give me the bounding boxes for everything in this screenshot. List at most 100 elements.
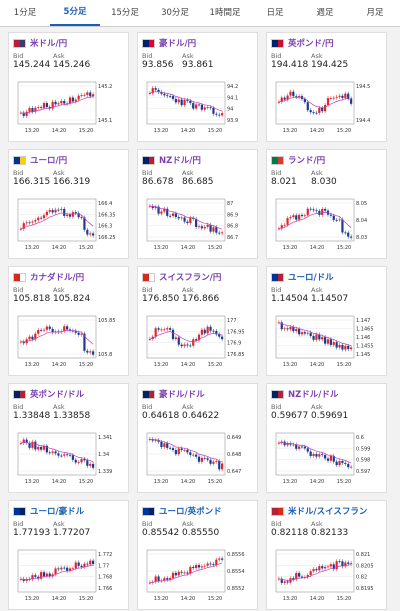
- mini-candle-chart[interactable]: 145.2 145.1 13:20 14:20 15:20: [12, 78, 127, 140]
- candle-body: [60, 567, 63, 570]
- candle-body: [151, 206, 154, 209]
- mini-candle-chart[interactable]: 1.341 1.34 1.339 13:20 14:20 15:20: [12, 429, 127, 491]
- candle-body: [215, 227, 218, 233]
- y-tick-label: 8.03: [356, 235, 367, 241]
- mini-candle-chart[interactable]: 194.5 194.4 13:20 14:20 15:20: [270, 78, 385, 140]
- mini-candle-chart[interactable]: 0.821 0.8205 0.82 0.8195 13:20 14:20 15:20: [270, 546, 385, 608]
- candle-body: [200, 226, 203, 229]
- y-tick-label: 1.341: [98, 435, 112, 441]
- y-tick-label: 1.34: [98, 452, 109, 458]
- rate-card[interactable]: ユーロ/円 Bid Ask 166.315 166.319 166.4 166.3…: [8, 149, 129, 259]
- y-tick-label: 1.766: [98, 586, 112, 592]
- pair-name-link[interactable]: 米ドル/円: [30, 39, 68, 49]
- tab-7[interactable]: 月足: [366, 8, 384, 18]
- pair-name-link[interactable]: カナダドル/円: [30, 273, 85, 283]
- pair-name-link[interactable]: NZドル/円: [159, 156, 201, 166]
- pair-name-link[interactable]: 英ポンド/円: [288, 39, 334, 49]
- rate-card[interactable]: カナダドル/円 Bid Ask 105.818 105.824 105.85 10…: [8, 266, 129, 376]
- y-tick-label: 86.8: [227, 224, 238, 230]
- rate-card[interactable]: 豪ドル/ドル Bid Ask 0.64618 0.64622 0.649 0.64…: [137, 383, 258, 493]
- rate-card[interactable]: NZドル/円 Bid Ask 86.678 86.685 87 86.9 86.8 8…: [137, 149, 258, 259]
- tab-5[interactable]: 日足: [266, 8, 284, 18]
- candle-body: [180, 217, 183, 219]
- rate-card[interactable]: スイスフラン/円 Bid Ask 176.850 176.866 177 176.…: [137, 266, 258, 376]
- tab-0[interactable]: 1分足: [13, 8, 37, 18]
- mini-candle-chart[interactable]: 105.85 105.8 13:20 14:20 15:20: [12, 312, 127, 374]
- mini-candle-chart[interactable]: 94.2 94.1 94 93.9 13:20 14:20 15:20: [141, 78, 256, 140]
- price-labels: Bid Ask: [271, 520, 323, 528]
- pair-name-link[interactable]: 英ポンド/ドル: [30, 390, 85, 400]
- pair-name-link[interactable]: 豪ドル/円: [159, 39, 197, 49]
- candle-body: [315, 334, 318, 340]
- pair-name-link[interactable]: ユーロ/英ポンド: [159, 507, 222, 517]
- bid-label: Bid: [271, 286, 282, 294]
- candle-body: [189, 345, 192, 347]
- x-tick-label: 15:20: [208, 362, 222, 368]
- candle-body: [166, 328, 169, 330]
- rate-card[interactable]: 英ポンド/ドル Bid Ask 1.33848 1.33858 1.341 1.3…: [8, 383, 129, 493]
- card-header: スイスフラン/円: [142, 271, 253, 283]
- candle-body: [324, 337, 327, 344]
- chart-svg: 0.6 0.599 0.598 0.597 13:20 14:20 15:20: [275, 432, 370, 485]
- rate-card[interactable]: ユーロ/英ポンド Bid Ask 0.85542 0.85550 0.8556 0…: [137, 500, 258, 610]
- pair-name-link[interactable]: 米ドル/スイスフラン: [288, 507, 368, 517]
- candle-body: [215, 559, 218, 566]
- candle-body: [326, 98, 330, 105]
- y-tick-label: 0.8195: [356, 586, 374, 592]
- tab-2[interactable]: 15分足: [111, 8, 139, 18]
- tab-4[interactable]: 1時間足: [209, 8, 241, 18]
- mini-candle-chart[interactable]: 166.4 166.35 166.3 166.25 13:20 14:20 15:20: [12, 195, 127, 257]
- rate-card[interactable]: 英ポンド/円 Bid Ask 194.418 194.425 194.5 194.…: [266, 32, 387, 142]
- tab-3[interactable]: 30分足: [161, 8, 189, 18]
- candle-body: [54, 101, 57, 105]
- rate-card[interactable]: 豪ドル/円 Bid Ask 93.856 93.861 94.2 94.1 94 93…: [137, 32, 258, 142]
- mini-candle-chart[interactable]: 0.8556 0.8554 0.8552 13:20 14:20 15:20: [141, 546, 256, 608]
- candle-body: [197, 334, 201, 341]
- candle-body: [332, 455, 335, 462]
- rate-card[interactable]: NZドル/ドル Bid Ask 0.59677 0.59691 0.6 0.599…: [266, 383, 387, 493]
- rate-card[interactable]: 米ドル/スイスフラン Bid Ask 0.82118 0.82133 0.821…: [266, 500, 387, 610]
- candle-body: [341, 561, 344, 567]
- pair-name-link[interactable]: ユーロ/豪ドル: [30, 507, 85, 517]
- pair-name-link[interactable]: NZドル/ドル: [288, 390, 339, 400]
- candle-body: [37, 107, 40, 109]
- candle-body: [86, 229, 89, 235]
- x-tick-label: 14:20: [52, 479, 66, 485]
- pair-name-link[interactable]: ランド/円: [288, 156, 326, 166]
- candle-body: [74, 330, 77, 333]
- mini-candle-chart[interactable]: 0.649 0.648 0.647 13:20 14:20 15:20: [141, 429, 256, 491]
- y-tick-label: 8.04: [356, 218, 367, 224]
- candle-body: [192, 566, 195, 569]
- country-flag-icon: [13, 38, 26, 48]
- candle-body: [66, 214, 69, 216]
- rate-card[interactable]: ユーロ/豪ドル Bid Ask 1.77193 1.77207 1.772 1.7…: [8, 500, 129, 610]
- rate-card[interactable]: ユーロ/ドル Bid Ask 1.14504 1.14507 1.147 1.14…: [266, 266, 387, 376]
- candle-body: [318, 107, 321, 113]
- y-tick-label: 166.25: [98, 235, 116, 241]
- pair-name-link[interactable]: 豪ドル/ドル: [159, 390, 205, 400]
- mini-candle-chart[interactable]: 87 86.9 86.8 86.7 13:20 14:20 15:20: [141, 195, 256, 257]
- mini-candle-chart[interactable]: 177 176.95 176.9 176.85 13:20 14:20 15:20: [141, 312, 256, 374]
- pair-name-link[interactable]: スイスフラン/円: [159, 273, 222, 283]
- ask-value: 93.861: [182, 60, 214, 70]
- rate-card[interactable]: ランド/円 Bid Ask 8.021 8.030 8.05 8.04 8.03 13…: [266, 149, 387, 259]
- ask-value: 0.59691: [311, 411, 349, 421]
- mini-candle-chart[interactable]: 0.6 0.599 0.598 0.597 13:20 14:20 15:20: [270, 429, 385, 491]
- candle-body: [286, 95, 289, 100]
- candle-body: [200, 457, 203, 462]
- tab-6[interactable]: 週足: [316, 8, 334, 18]
- mini-candle-chart[interactable]: 8.05 8.04 8.03 13:20 14:20 15:20: [270, 195, 385, 257]
- candle-body: [54, 568, 57, 575]
- mini-candle-chart[interactable]: 1.147 1.1465 1.146 1.1455 1.145 13:20 14:20 15:…: [270, 312, 385, 374]
- pair-name-link[interactable]: ユーロ/円: [30, 156, 68, 166]
- candle-body: [148, 582, 151, 584]
- rate-card[interactable]: 米ドル/円 Bid Ask 145.244 145.246 145.2 145.1…: [8, 32, 129, 142]
- candle-body: [347, 463, 350, 468]
- price-values: 0.64618 0.64622: [142, 411, 219, 421]
- mini-candle-chart[interactable]: 1.772 1.77 1.768 1.766 13:20 14:20 15:20: [12, 546, 127, 608]
- pair-name-link[interactable]: ユーロ/ドル: [288, 273, 334, 283]
- tab-1[interactable]: 5分足: [50, 0, 100, 26]
- moving-average-line: [278, 564, 352, 581]
- bid-value: 1.33848: [13, 411, 51, 421]
- candle-body: [37, 217, 40, 221]
